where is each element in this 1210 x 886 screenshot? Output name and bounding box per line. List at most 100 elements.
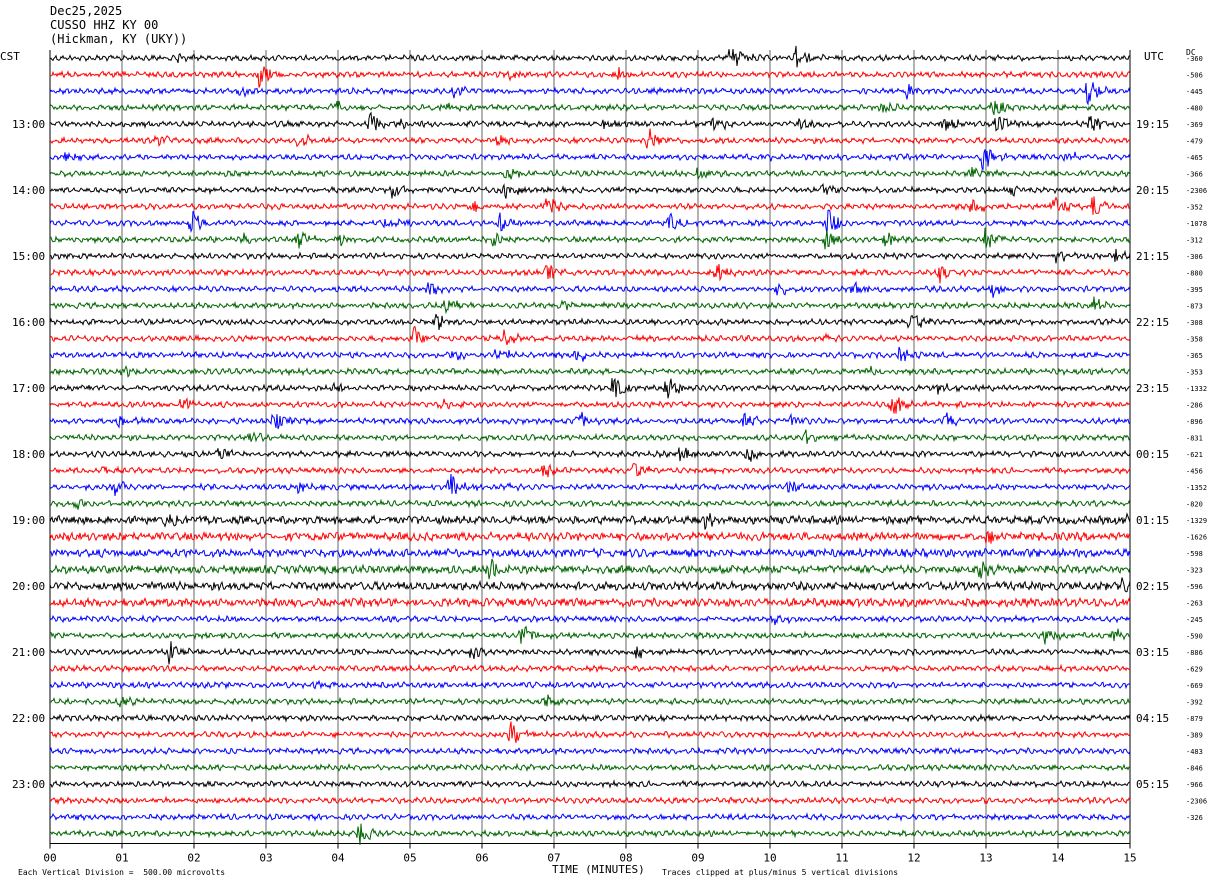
dc-offset-6: -465 [1186,154,1203,162]
dc-offset-26: -1352 [1186,484,1207,492]
dc-offset-23: -831 [1186,435,1203,443]
x-tick-label-3: 03 [259,852,272,865]
dc-offset-44: -966 [1186,781,1203,789]
trace-line-7 [49,166,1131,180]
dc-offset-34: -245 [1186,616,1203,624]
trace-line-8 [49,183,1131,199]
trace-line-22 [49,411,1131,430]
right-hour-label-0: 19:15 [1136,118,1169,131]
trace-line-15 [49,296,1131,315]
dc-offset-36: -886 [1186,649,1203,657]
trace-line-18 [49,346,1131,362]
right-hour-labels: 19:15 20:15 21:15 22:15 23:15 00:15 01:15 02:15… [1136,118,1169,791]
trace-line-3 [49,100,1131,115]
dc-offset-42: -483 [1186,748,1203,756]
x-tick-label-6: 06 [475,852,488,865]
dc-offset-37: -629 [1186,666,1203,674]
clip-note: Traces clipped at plus/minus 5 vertical … [662,868,899,877]
trace-line-11 [49,227,1131,250]
dc-offset-15: -873 [1186,303,1203,311]
trace-line-33 [49,596,1131,609]
left-hour-label-5: 18:00 [12,448,45,461]
dc-offset-2: -445 [1186,88,1203,96]
dc-offset-32: -596 [1186,583,1203,591]
trace-line-42 [49,746,1131,756]
dc-offset-17: -358 [1186,336,1203,344]
dc-offset-33: -263 [1186,600,1203,608]
trace-line-45 [49,795,1131,806]
dc-offset-28: -1329 [1186,517,1207,525]
x-tick-label-8: 08 [619,852,632,865]
trace-line-5 [49,128,1130,149]
trace-line-27 [50,498,1131,510]
left-hour-label-8: 21:00 [12,646,45,659]
trace-line-17 [49,326,1131,346]
dc-offset-13: -880 [1186,270,1203,278]
dc-offset-7: -366 [1186,171,1203,179]
x-tick-label-5: 05 [403,852,416,865]
dc-offset-5: -479 [1186,138,1203,146]
x-tick-label-14: 14 [1051,852,1065,865]
left-hour-label-10: 23:00 [12,778,45,791]
trace-line-44 [49,779,1131,789]
scale-note: Each Vertical Division = 500.00 microvol… [18,868,226,877]
left-hour-label-3: 16:00 [12,316,45,329]
dc-offset-31: -323 [1186,567,1203,575]
trace-line-39 [49,694,1131,708]
trace-line-40 [49,713,1131,723]
dc-offset-24: -621 [1186,451,1203,459]
right-hour-label-9: 04:15 [1136,712,1169,725]
trace-line-10 [49,209,1131,234]
trace-line-16 [49,313,1131,330]
right-hour-label-4: 23:15 [1136,382,1169,395]
left-hour-label-0: 13:00 [12,118,45,131]
dc-offset-0: -360 [1186,55,1203,63]
trace-line-31 [50,558,1131,580]
dc-offset-12: -306 [1186,253,1203,261]
dc-offset-8: -2306 [1186,187,1207,195]
x-tick-label-2: 02 [187,852,200,865]
x-tick-label-15: 15 [1123,852,1136,865]
x-axis: 00 01 02 03 04 05 06 07 08 09 10 11 12 13 14 15 [43,843,1137,865]
seismic-traces [49,45,1131,845]
x-tick-label-1: 01 [115,852,128,865]
right-hour-label-5: 00:15 [1136,448,1169,461]
dc-offset-45: -2306 [1186,798,1207,806]
trace-line-23 [49,429,1131,444]
dc-offset-35: -590 [1186,633,1203,641]
x-tick-label-10: 10 [763,852,776,865]
trace-line-38 [49,679,1131,690]
right-timezone-label: UTC [1144,50,1164,63]
dc-offset-9: -352 [1186,204,1203,212]
x-tick-label-11: 11 [835,852,848,865]
dc-offset-20: -1332 [1186,385,1207,393]
trace-line-34 [49,614,1131,626]
station-code: CUSSO HHZ KY 00 [50,18,159,32]
trace-line-46 [49,812,1131,822]
dc-offset-16: -308 [1186,319,1203,327]
dc-offset-39: -392 [1186,699,1203,707]
trace-line-6 [49,149,1131,171]
right-hour-label-3: 22:15 [1136,316,1169,329]
dc-column-label: DC [1186,48,1196,57]
dc-offset-22: -896 [1186,418,1203,426]
trace-line-32 [49,577,1131,593]
trace-line-19 [49,365,1131,378]
left-hour-label-1: 14:00 [12,184,45,197]
x-axis-title: TIME (MINUTES) [552,863,645,876]
left-hour-label-7: 20:00 [12,580,45,593]
left-hour-label-2: 15:00 [12,250,45,263]
trace-line-4 [49,111,1131,132]
plot-date: Dec25,2025 [50,4,123,18]
trace-line-12 [49,248,1131,264]
trace-line-41 [49,721,1131,743]
trace-line-47 [49,823,1131,845]
dc-offset-19: -353 [1186,369,1203,377]
x-tick-label-9: 09 [691,852,704,865]
trace-line-25 [49,462,1131,478]
dc-offset-18: -365 [1186,352,1203,360]
right-hour-label-7: 02:15 [1136,580,1169,593]
trace-line-21 [49,397,1130,414]
x-tick-label-4: 04 [331,852,345,865]
trace-line-9 [49,196,1131,215]
